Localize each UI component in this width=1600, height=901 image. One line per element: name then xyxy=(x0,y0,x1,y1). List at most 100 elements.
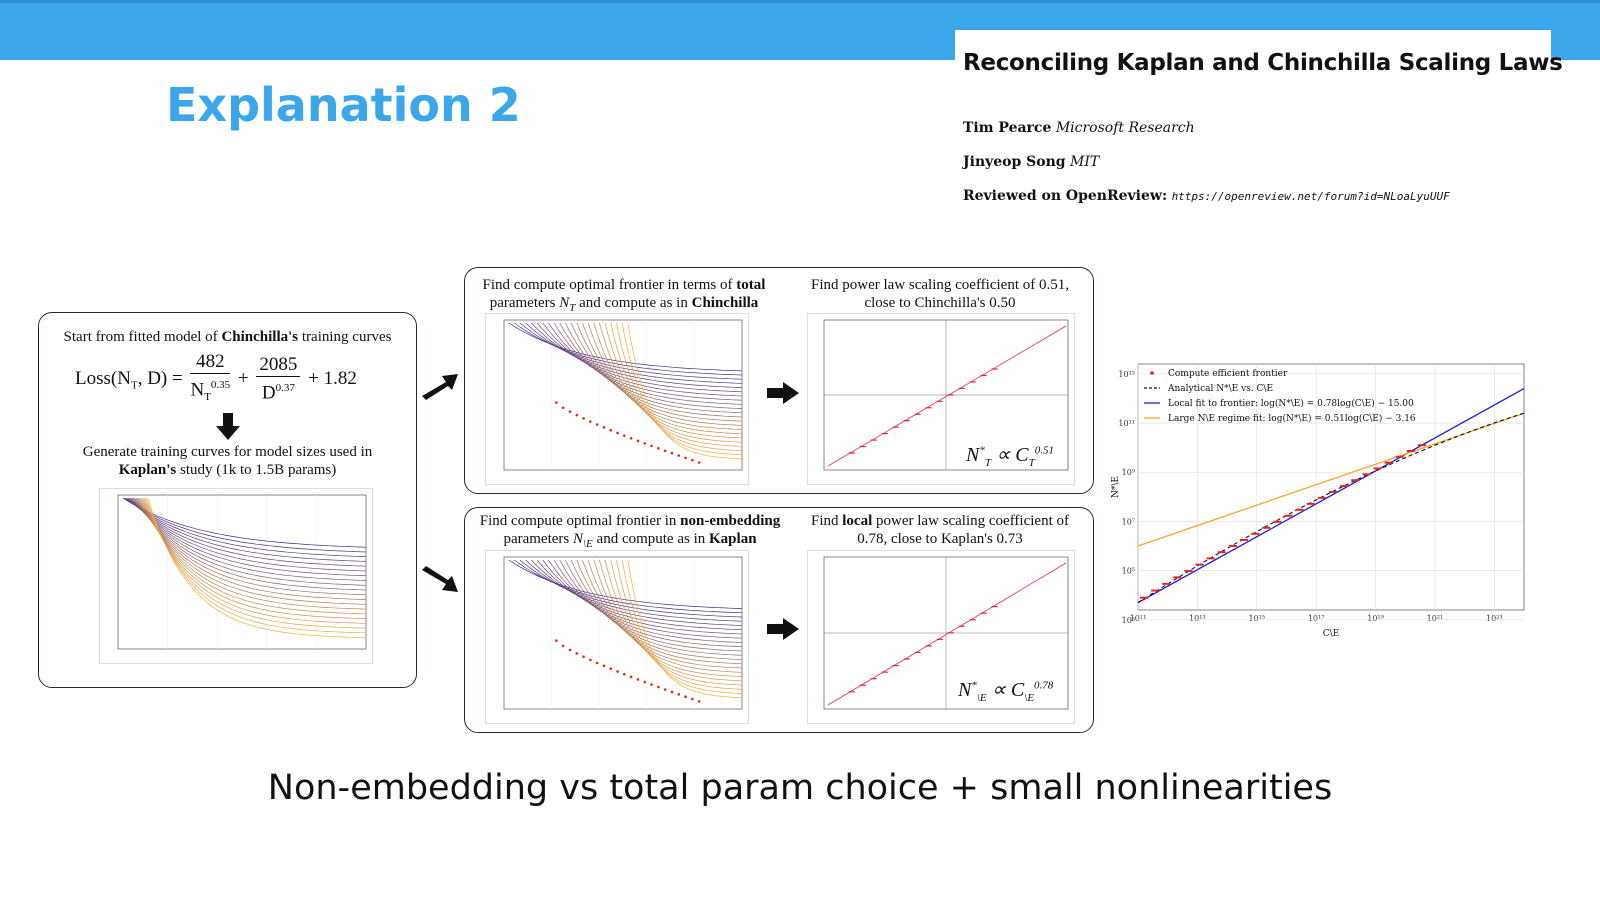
frontier-point xyxy=(555,401,558,404)
x-tick-label: 10²³ xyxy=(1486,614,1503,623)
paper-header: Reconciling Kaplan and Chinchilla Scalin… xyxy=(955,30,1563,225)
loss-curve xyxy=(130,497,367,577)
large-regime-fit-line xyxy=(1137,412,1525,547)
loss-curve xyxy=(542,322,743,397)
frontier-point xyxy=(555,639,558,642)
local-fit-line xyxy=(1137,388,1525,604)
nonemb-frontier-text: Find compute optimal frontier in non-emb… xyxy=(479,513,781,550)
frontier-point xyxy=(677,693,681,696)
frontier-point xyxy=(595,661,599,665)
loss-curve xyxy=(627,322,743,460)
total-coefficient-text: Find power law scaling coefficient of 0.… xyxy=(811,277,1069,311)
nonemb-powerlaw-plot: N*\E ∝ C\E0.78 xyxy=(807,550,1075,724)
loss-curve xyxy=(122,497,367,548)
loss-curve xyxy=(139,497,367,610)
frontier-point xyxy=(589,420,592,423)
frontier-point xyxy=(691,697,694,701)
author-1: Tim Pearce Microsoft Research xyxy=(963,120,1195,136)
frontier-point xyxy=(650,444,653,448)
loss-curve xyxy=(565,322,743,414)
total-params-box: Find compute optimal frontier in terms o… xyxy=(464,267,1094,494)
loss-curve xyxy=(144,497,367,629)
author-1-affiliation: Microsoft Research xyxy=(1055,120,1195,136)
arrow-right-icon xyxy=(767,382,799,404)
loss-curve xyxy=(604,559,743,682)
y-tick-label: 10⁹ xyxy=(1122,468,1136,477)
y-axis-label: N*\E xyxy=(1111,476,1121,498)
loss-curve xyxy=(616,322,743,451)
loss-curve xyxy=(126,497,367,562)
loss-curve xyxy=(142,497,367,619)
loss-curve xyxy=(582,559,743,665)
loss-curve xyxy=(131,497,367,581)
x-axis-label: C\E xyxy=(1323,629,1340,639)
frontier-point xyxy=(670,451,674,455)
frontier-point xyxy=(568,648,572,652)
arrow-down-right-icon xyxy=(422,566,458,592)
paper-title: Reconciling Kaplan and Chinchilla Scalin… xyxy=(963,50,1563,76)
frontier-point xyxy=(568,410,572,413)
loss-curve xyxy=(519,559,743,618)
y-tick-label: 10⁷ xyxy=(1122,517,1135,526)
legend-entry: Analytical N*\E vs. C\E xyxy=(1167,384,1273,394)
frontier-point xyxy=(657,685,660,689)
frontier-point xyxy=(602,664,606,668)
x-tick-label: 10¹¹ xyxy=(1130,614,1147,623)
loss-curve xyxy=(531,322,743,388)
loss-curve xyxy=(610,559,743,686)
review-url[interactable]: https://openreview.net/forum?id=NLoaLyuU… xyxy=(1171,190,1450,203)
frontier-point xyxy=(657,447,660,450)
generate-text: Generate training curves for model sizes… xyxy=(82,444,373,478)
loss-curve xyxy=(587,322,743,430)
y-tick-label: 10¹³ xyxy=(1118,370,1135,379)
frontier-point xyxy=(636,678,640,681)
loss-curve xyxy=(570,559,743,656)
loss-curve xyxy=(146,497,367,634)
frontier-point xyxy=(616,431,619,435)
loss-curve xyxy=(138,497,367,605)
frontier-point xyxy=(691,458,694,462)
plot-frame xyxy=(117,494,367,650)
author-2: Jinyeop Song MIT xyxy=(963,154,1099,170)
fit-line xyxy=(827,562,1067,706)
loss-curve xyxy=(576,559,743,660)
y-tick-label: 10⁵ xyxy=(1122,616,1135,625)
loss-curve xyxy=(553,322,743,405)
loss-curve xyxy=(129,497,367,572)
loss-curve xyxy=(599,559,743,677)
frontier-point xyxy=(561,406,565,410)
review-line: Reviewed on OpenReview: https://openrevi… xyxy=(963,188,1450,204)
slide-title: Explanation 2 xyxy=(166,78,521,132)
frontier-point xyxy=(595,423,599,426)
frontier-point xyxy=(602,426,606,429)
loss-curve xyxy=(559,322,743,409)
plot-frame xyxy=(503,319,743,471)
loss-curve xyxy=(565,559,743,652)
loss-curve xyxy=(593,322,743,435)
loss-curve xyxy=(542,559,743,635)
x-tick-label: 10¹³ xyxy=(1189,614,1206,623)
loss-curve xyxy=(133,497,367,586)
frontier-point xyxy=(663,688,667,691)
loss-curve xyxy=(582,322,743,426)
loss-curve xyxy=(570,322,743,418)
loss-curve xyxy=(621,559,743,694)
frontier-point xyxy=(643,680,647,684)
loss-curve xyxy=(531,559,743,626)
frontier-point xyxy=(582,417,585,420)
loss-curve xyxy=(134,497,367,591)
plot-frame xyxy=(503,556,743,710)
nonemb-coefficient-text: Find local power law scaling coefficient… xyxy=(811,513,1069,547)
loss-curve xyxy=(136,497,367,600)
frontier-point xyxy=(575,652,579,655)
author-1-name: Tim Pearce xyxy=(963,120,1052,136)
arrow-right-icon xyxy=(767,618,799,640)
fit-line xyxy=(827,325,1067,467)
analytical-line xyxy=(1137,412,1525,604)
loss-curve xyxy=(587,559,743,669)
frontier-point xyxy=(575,413,579,417)
frontier-point xyxy=(697,461,701,464)
down-arrow-icon xyxy=(216,413,240,440)
y-tick-label: 10¹¹ xyxy=(1118,419,1135,428)
legend-marker xyxy=(1150,371,1154,375)
